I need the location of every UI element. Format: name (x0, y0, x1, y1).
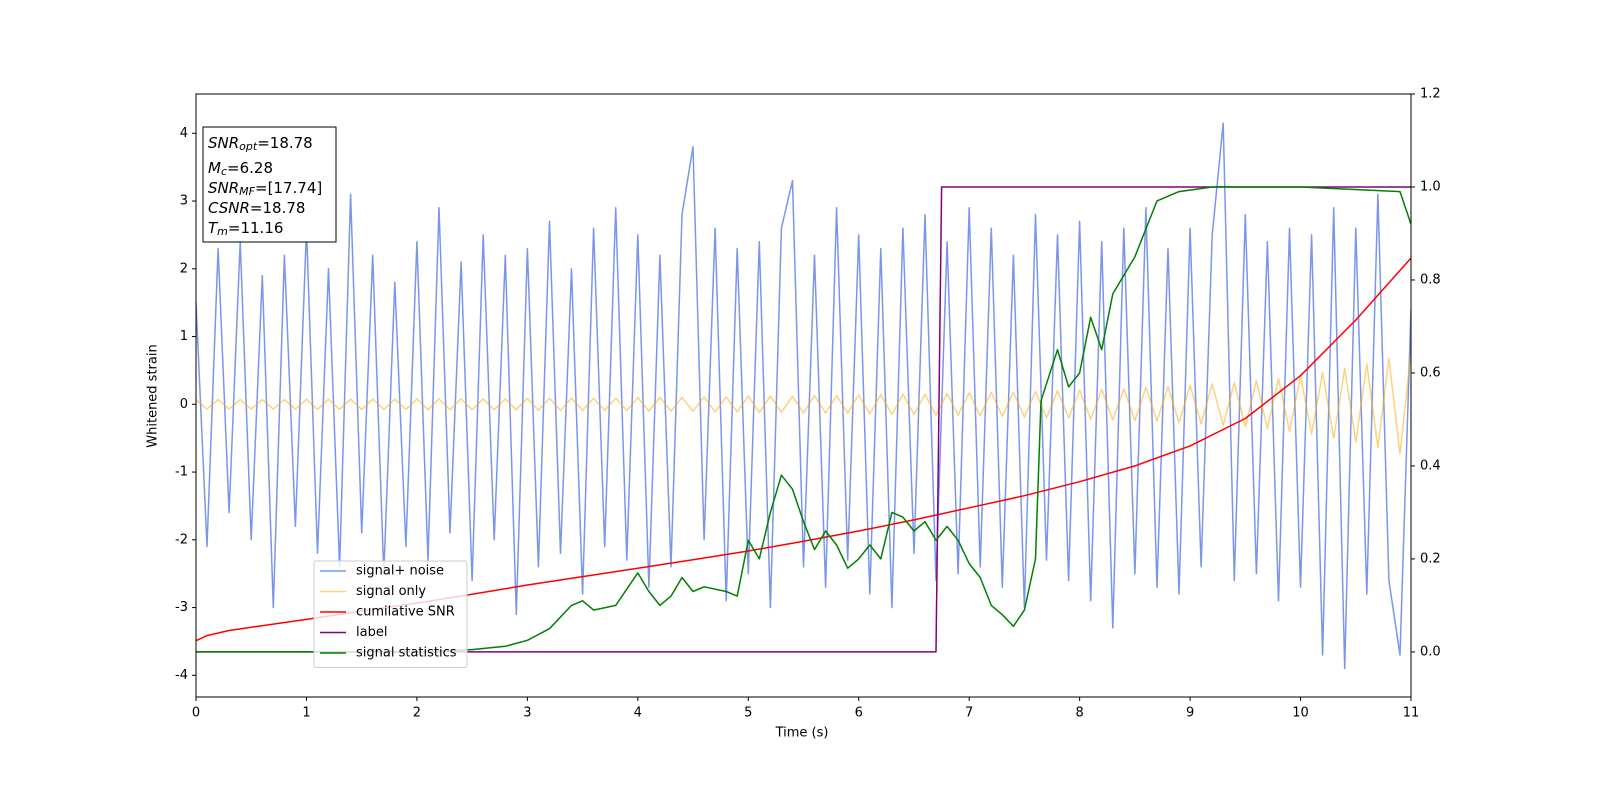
annotation-value: =11.16 (228, 219, 284, 237)
x-tick-label: 0 (192, 706, 200, 721)
y-tick-label: 4 (180, 126, 188, 141)
annotation-symbol: M (208, 159, 221, 177)
x-tick-label: 7 (965, 706, 973, 721)
legend-box (313, 560, 468, 668)
plot-frame (195, 93, 1412, 698)
annotation-line: Tm=11.16 (208, 219, 283, 239)
annotation-symbol: SNR (208, 134, 239, 152)
x-tick-label: 4 (634, 706, 642, 721)
y2-tick-label: 0.8 (1420, 272, 1441, 287)
y2-tick-label: 0.6 (1420, 365, 1441, 380)
plot-area (196, 122, 1411, 670)
annotation-line: CSNR=18.78 (208, 199, 305, 217)
legend-label: signal+ noise (356, 564, 444, 579)
annotation-symbol: CSNR (208, 199, 250, 217)
series-line (196, 186, 1411, 653)
annotation-value: =[17.74] (255, 179, 322, 197)
x-tick-label: 11 (1403, 706, 1420, 721)
series-line (196, 122, 1411, 670)
annotation-value: =18.78 (250, 199, 306, 217)
series-line (196, 186, 1411, 653)
annotation-box (202, 126, 337, 243)
annotation-subscript: c (221, 165, 227, 178)
y2-tick-label: 0.0 (1420, 644, 1441, 659)
y2-tick-label: 1.0 (1420, 179, 1441, 194)
y-tick-label: -3 (175, 600, 188, 615)
x-tick-label: 3 (523, 706, 531, 721)
annotation-subscript: opt (239, 140, 258, 153)
y-tick-label: 3 (180, 194, 188, 209)
x-tick-label: 2 (413, 706, 421, 721)
y-tick-label: 0 (180, 397, 188, 412)
y2-tick-label: 0.2 (1420, 551, 1441, 566)
annotation-subscript: m (217, 225, 228, 238)
x-tick-label: 10 (1292, 706, 1309, 721)
series-line (196, 351, 1411, 455)
x-axis-label: Time (s) (775, 726, 829, 741)
annotation-symbol: SNR (208, 179, 239, 197)
y2-tick-label: 0.4 (1420, 458, 1441, 473)
legend-label: cumilative SNR (356, 605, 455, 620)
x-tick-label: 5 (744, 706, 752, 721)
y-tick-label: -1 (175, 465, 188, 480)
y-axis-label: Whitened strain (146, 344, 161, 447)
x-tick-label: 9 (1186, 706, 1194, 721)
y2-tick-label: 1.2 (1420, 87, 1441, 102)
annotation-line: SNRMF=[17.74] (208, 179, 322, 199)
x-tick-label: 6 (855, 706, 863, 721)
annotation-value: =18.78 (257, 134, 313, 152)
x-tick-label: 1 (302, 706, 310, 721)
annotation-subscript: MF (239, 185, 255, 198)
legend-label: signal statistics (356, 646, 457, 661)
x-tick-label: 8 (1075, 706, 1083, 721)
legend-label: label (356, 625, 387, 640)
y-tick-label: 1 (180, 329, 188, 344)
annotation-line: Mc=6.28 (208, 159, 273, 179)
annotation-value: =6.28 (227, 159, 273, 177)
series-line (196, 257, 1411, 642)
y-tick-label: 2 (180, 261, 188, 276)
legend-label: signal only (356, 584, 426, 599)
annotation-symbol: T (208, 219, 219, 237)
y-tick-label: -2 (175, 532, 188, 547)
annotation-line: SNRopt=18.78 (208, 134, 313, 154)
y-tick-label: -4 (175, 668, 188, 683)
